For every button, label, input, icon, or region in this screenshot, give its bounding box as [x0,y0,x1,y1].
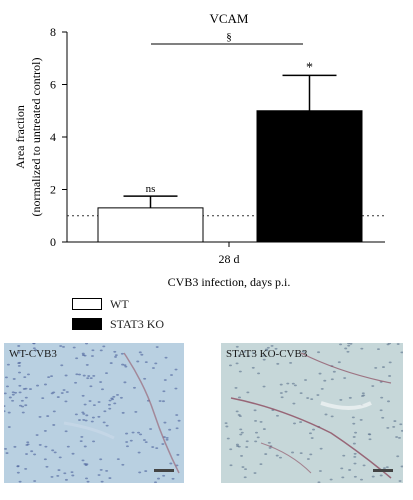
legend: WT STAT3 KO [72,296,164,336]
micrograph-wt-image [4,343,184,483]
y-axis-label-line2: (normalized to untreated control) [29,58,43,217]
comparison-symbol: § [226,31,232,43]
y-ticks: 0 2 4 6 8 [50,25,67,249]
x-axis-label: CVB3 infection, days p.i. [168,275,291,289]
y-tick-label: 4 [50,130,56,144]
y-tick-label: 0 [50,235,56,249]
nuclei-dots [4,343,181,483]
legend-swatch-stat3-ko [72,318,102,330]
legend-swatch-wt [72,298,102,310]
legend-label-wt: WT [110,296,129,311]
legend-item-wt: WT [72,296,164,312]
x-tick-label: 28 d [219,252,240,266]
significance-label: * [306,60,313,75]
bar-wt [97,207,204,243]
y-axis-label-line1: Area fraction [13,105,27,169]
nuclei-dots [224,343,403,483]
legend-item-stat3-ko: STAT3 KO [72,316,164,332]
y-tick-label: 2 [50,183,56,197]
micrograph-label-wt: WT-CVB3 [9,348,57,360]
micrograph-wt-cvb3: WT-CVB3 [4,343,184,483]
bars: ns * [97,60,363,243]
bar-chart: 0 2 4 6 8 ns * VCAM § Area fraction (normaliz… [13,11,385,289]
micrograph-stat3-ko-cvb3: STAT3 KO-CVB3 [221,343,403,483]
significance-label: ns [146,183,156,195]
y-tick-label: 6 [50,78,56,92]
chart-title: VCAM [209,11,248,26]
micrograph-ko-image [221,343,403,483]
bar-stat3-ko [256,110,363,243]
micrograph-label-ko: STAT3 KO-CVB3 [226,348,308,360]
y-tick-label: 8 [50,25,56,39]
legend-label-stat3-ko: STAT3 KO [110,316,165,331]
